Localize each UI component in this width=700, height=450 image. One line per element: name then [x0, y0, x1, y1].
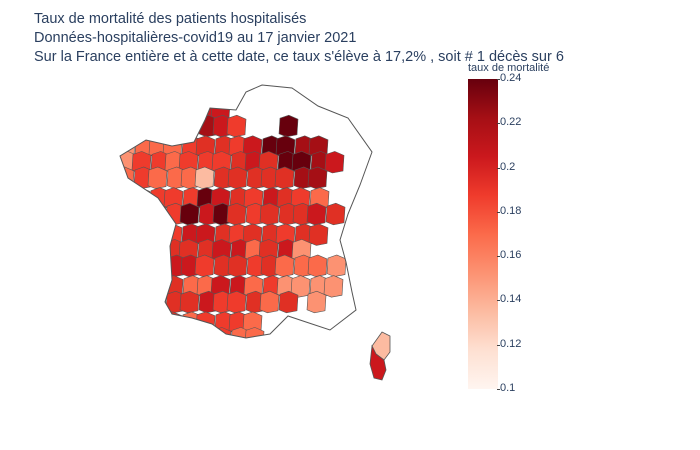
- department-cell: [259, 290, 280, 314]
- department-cell: [131, 239, 152, 262]
- department-cell: [244, 327, 265, 338]
- department-cell: [194, 166, 215, 189]
- department-cell: [148, 223, 169, 246]
- department-cell: [179, 202, 200, 226]
- colorbar-tick: 0.22: [496, 116, 522, 129]
- department-cell: [227, 166, 248, 189]
- department-cell: [120, 254, 135, 277]
- title-line-3: Sur la France entière et à cette date, c…: [34, 49, 564, 65]
- department-cell: [227, 254, 248, 277]
- colorbar-tick: 0.14: [496, 293, 522, 306]
- department-cell: [146, 202, 167, 226]
- department-cell: [197, 327, 218, 338]
- department-cell: [259, 202, 280, 226]
- department-cell: [133, 254, 154, 277]
- department-cell: [120, 239, 138, 262]
- colorbar: [468, 79, 498, 389]
- department-cell: [278, 114, 299, 138]
- department-cell: [306, 202, 327, 226]
- department-cell: [150, 239, 171, 262]
- department-cell: [324, 151, 345, 174]
- department-cell: [194, 254, 215, 277]
- colorbar-tick: 0.12: [496, 337, 522, 350]
- colorbar-tick: 0.18: [496, 204, 522, 217]
- colorbar-tick: 0.2: [496, 160, 516, 173]
- corsica: [369, 331, 391, 381]
- department-cell: [274, 254, 295, 277]
- title-line-1: Taux de mortalité des patients hospitali…: [34, 11, 307, 27]
- department-cell: [194, 85, 215, 101]
- department-cell: [120, 166, 135, 189]
- department-cell: [230, 327, 251, 338]
- department-cell: [278, 290, 299, 314]
- department-cell: [307, 166, 328, 189]
- department-cell: [307, 254, 328, 277]
- colorbar-tick: 0.24: [496, 72, 522, 84]
- department-cell: [147, 254, 168, 277]
- france-outline: [119, 84, 373, 339]
- colorbar-tick: 0.16: [496, 249, 522, 262]
- department-cell: [149, 275, 170, 298]
- department-cell: [165, 114, 186, 138]
- department-cell: [323, 275, 344, 298]
- colorbar-tick: 0.1: [496, 382, 516, 394]
- department-cell: [226, 114, 247, 138]
- department-cell: [120, 202, 139, 226]
- department-cell: [120, 290, 139, 314]
- department-cell: [182, 99, 203, 122]
- department-cell: [163, 99, 184, 122]
- department-cell: [132, 202, 153, 226]
- department-cell: [132, 290, 153, 314]
- department-cell: [274, 166, 295, 189]
- chart-title: Taux de mortalité des patients hospitali…: [34, 10, 564, 67]
- department-cell: [226, 290, 247, 314]
- department-cell: [147, 166, 168, 189]
- department-cells: [120, 85, 347, 338]
- department-cell: [146, 114, 167, 138]
- department-cell: [148, 311, 169, 334]
- department-cell: [120, 187, 137, 210]
- department-cell: [178, 327, 199, 338]
- department-cell: [134, 223, 155, 246]
- title-line-2: Données-hospitalières-covid19 au 17 janv…: [34, 30, 357, 46]
- department-cell: [306, 290, 327, 314]
- department-cell: [308, 223, 329, 246]
- department-cell: [120, 223, 136, 246]
- department-cell: [130, 275, 151, 298]
- department-cell: [179, 290, 200, 314]
- department-cell: [226, 202, 247, 226]
- department-cell: [120, 275, 137, 298]
- corsica-south: [369, 344, 387, 381]
- department-cell: [195, 311, 216, 334]
- department-cell: [179, 114, 200, 138]
- colorbar-title: taux de mortalité: [468, 62, 550, 74]
- department-cell: [326, 254, 347, 277]
- department-cell: [325, 202, 346, 226]
- department-cell: [146, 290, 167, 314]
- department-cell: [180, 85, 201, 101]
